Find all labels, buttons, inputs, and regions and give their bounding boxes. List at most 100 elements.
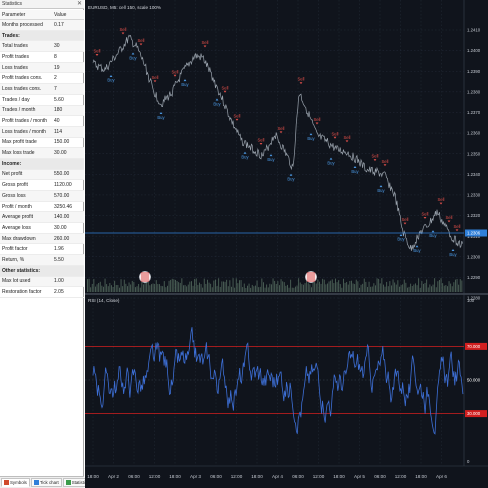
statistics-section-row[interactable]: Trades: [0,30,84,42]
statistics-parameter: Restoration factor [2,289,42,296]
volume-bar [335,278,336,292]
statistics-row[interactable]: Profit trades 8 [0,52,84,63]
statistics-row[interactable]: Profit factor 1.96 [0,244,84,256]
volume-bar [146,282,148,292]
volume-bar [127,286,128,292]
time-axis-label: 06:00 [210,474,222,479]
statistics-row[interactable]: Total trades 30 [0,41,84,53]
buy-arrow-icon [415,245,419,248]
volume-bar [103,286,104,292]
volume-bar [275,283,277,292]
volume-bar [346,281,348,292]
volume-bar [170,279,172,292]
buy-arrow-icon [109,74,113,77]
buy-marker: Buy [157,115,165,120]
volume-bar [215,279,216,292]
buy-arrow-icon [431,230,435,233]
statistics-row[interactable]: Average profit 140.00 [0,212,84,224]
volume-bar [272,278,274,292]
statistics-row[interactable]: Gross profit 1120.00 [0,180,84,191]
volume-bar [339,284,341,292]
buy-marker: Buy [449,252,457,257]
buy-marker: Buy [397,237,405,242]
chart-background [85,0,488,488]
statistics-row[interactable]: Trades / day 5.60 [0,95,84,106]
statistics-row[interactable]: Max lot used 1.00 [0,276,84,288]
volume-bar [410,283,412,292]
volume-bar [231,286,232,292]
statistics-row[interactable]: Return, % 5.50 [0,255,84,266]
statistics-parameter: Return, % [2,256,25,263]
volume-bar [317,279,319,292]
close-icon[interactable]: ✕ [76,1,82,7]
sell-marker: Sell [332,131,339,136]
volume-bar [125,283,127,292]
volume-bar [407,287,408,292]
statistics-row[interactable]: Months processed 0.17 [0,20,84,31]
chart-canvas[interactable]: 1.2410 1.2400 1.2390 1.2380 1.2370 1.2360 1.23… [85,0,488,488]
sell-arrow-icon [345,140,349,143]
price-axis-label: 1.2410 [467,28,481,33]
statistics-value: 3250.46 [54,203,73,210]
time-axis-label: 18:00 [415,474,427,479]
column-header-parameter[interactable]: Parameter [2,11,26,18]
statistics-parameter: Average loss [2,224,31,231]
statistics-row[interactable]: Max loss trade 30.00 [0,148,84,159]
volume-bar [325,284,327,292]
volume-bar [115,284,117,292]
statistics-row[interactable]: Gross loss 570.00 [0,191,84,202]
statistics-row[interactable]: Profit trades / month 40 [0,116,84,127]
volume-bar [375,285,376,292]
column-header-value[interactable]: Value [54,11,67,18]
chart-area[interactable]: 1.2410 1.2400 1.2390 1.2380 1.2370 1.2360 1.23… [85,0,488,488]
statistics-section-row[interactable]: Other statistics: [0,265,84,277]
volume-bar [235,278,237,292]
volume-bar [343,278,344,292]
buy-arrow-icon [379,185,383,188]
tab-tick-chart[interactable]: Tick chart [30,478,62,487]
volume-bar [104,278,106,292]
time-axis-label: 12:00 [149,474,161,479]
volume-bar [296,285,298,292]
sell-arrow-icon [299,82,303,85]
volume-bar [250,287,252,292]
statistics-row[interactable]: Profit / month 3250.46 [0,202,84,213]
sell-marker: Sell [172,69,179,74]
volume-bar [447,286,448,292]
sell-marker: Sell [94,49,101,54]
volume-bar [237,283,239,292]
statistics-row[interactable]: Average loss 30.00 [0,223,84,234]
sell-marker: Sell [446,215,453,220]
statistics-row[interactable]: Loss trades / month 114 [0,126,84,138]
statistics-table-header: Parameter Value [0,10,84,20]
volume-bar [293,287,295,292]
sell-arrow-icon [203,45,207,48]
statistics-row[interactable]: Max drawdown 260.00 [0,233,84,245]
rsi-level-label: 30.000 [467,411,481,416]
statistics-value: 140.00 [54,214,70,221]
tab-symbols[interactable]: Symbols [1,478,30,487]
statistics-row[interactable]: Loss trades 19 [0,62,84,74]
statistics-value: 1.96 [54,246,64,253]
statistics-row[interactable]: Profit trades cons. 2 [0,73,84,85]
statistics-row[interactable]: Restoration factor 2.05 [0,287,84,298]
statistics-row[interactable]: Max profit trade 150.00 [0,138,84,149]
volume-bar [240,280,242,292]
statistics-parameter: Profit / month [2,203,32,210]
buy-arrow-icon [243,151,247,154]
volume-bar [363,278,365,292]
statistics-row[interactable]: Loss trades cons. 7 [0,84,84,95]
volume-bar [416,285,418,292]
sell-marker: Sell [438,197,445,202]
volume-bar [157,283,159,292]
volume-bar [159,284,160,292]
volume-bar [379,283,381,292]
statistics-row[interactable]: Trades / month 180 [0,105,84,117]
volume-bar [163,281,165,292]
rsi-line [92,327,464,435]
volume-bar [426,279,428,292]
volume-bar [248,283,250,292]
volume-bar [207,279,208,292]
statistics-section-row[interactable]: Income: [0,158,84,170]
statistics-row[interactable]: Net profit 550.00 [0,169,84,181]
